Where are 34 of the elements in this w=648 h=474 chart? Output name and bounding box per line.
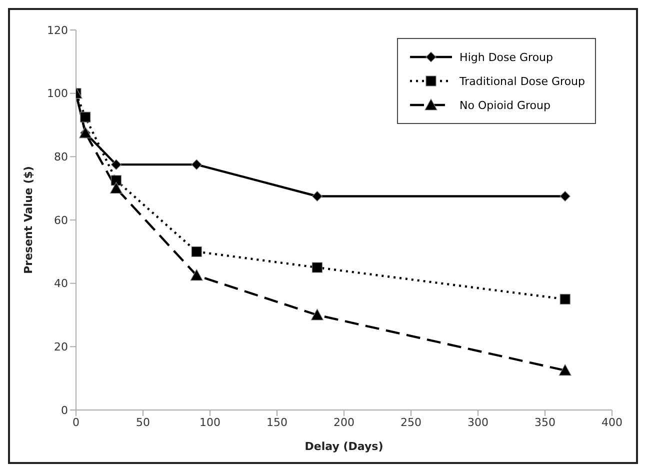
x-tick-label: 400 xyxy=(602,416,622,429)
legend-label: No Opioid Group xyxy=(460,98,550,112)
y-tick-label: 20 xyxy=(54,340,68,354)
point xyxy=(110,182,122,194)
y-tick-label: 100 xyxy=(47,87,68,100)
x-tick-label: 250 xyxy=(400,416,422,429)
x-tick-label: 300 xyxy=(468,416,488,429)
legend-label: High Dose Group xyxy=(460,50,554,64)
x-tick-label: 350 xyxy=(534,416,556,429)
x-axis-title: Delay (Days) xyxy=(304,440,384,453)
point xyxy=(312,190,322,202)
legend-label: Traditional Dose Group xyxy=(460,74,585,88)
y-tick-label: 40 xyxy=(54,277,68,290)
x-tick-label: 200 xyxy=(334,416,354,429)
point xyxy=(110,175,122,186)
y-tick-label: 80 xyxy=(54,150,68,164)
point xyxy=(560,294,570,304)
y-axis-title: Present Value ($) xyxy=(22,166,35,274)
point xyxy=(190,269,203,281)
x-tick-label: 100 xyxy=(200,416,220,429)
point xyxy=(312,262,322,273)
point xyxy=(80,112,91,122)
point xyxy=(558,364,572,376)
point xyxy=(191,246,202,257)
point xyxy=(191,159,202,170)
point xyxy=(110,159,122,170)
y-tick-label: 60 xyxy=(54,214,68,227)
point xyxy=(310,308,324,320)
x-tick-label: 50 xyxy=(136,416,150,429)
point xyxy=(560,190,570,202)
y-tick-label: 120 xyxy=(47,24,68,37)
x-tick-label: 0 xyxy=(72,416,80,429)
x-tick-label: 150 xyxy=(266,416,288,429)
y-tick-label: 0 xyxy=(61,404,68,417)
